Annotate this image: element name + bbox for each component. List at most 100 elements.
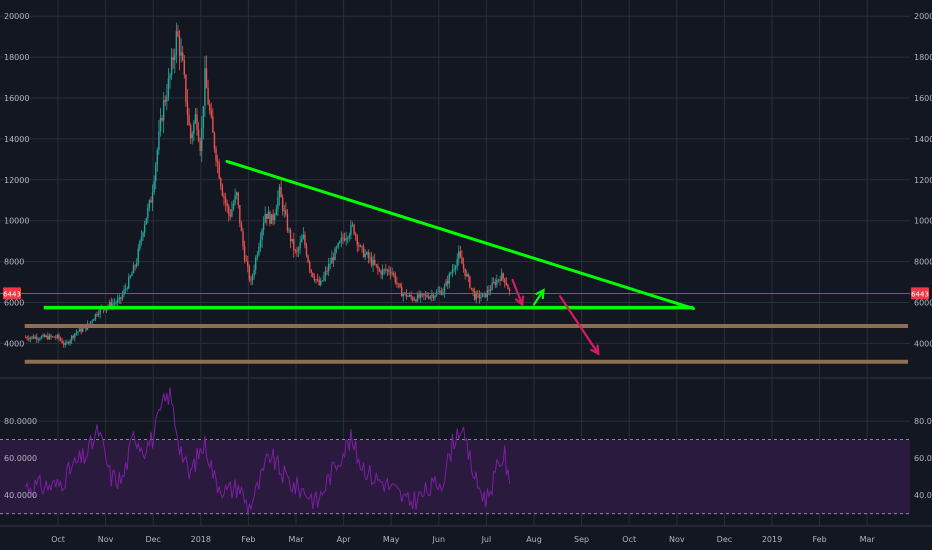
- candle-body: [161, 117, 163, 121]
- candle-body: [148, 200, 151, 208]
- candle-body: [24, 337, 27, 339]
- candle-body: [123, 289, 125, 295]
- candle-body: [40, 336, 43, 339]
- candle-body: [112, 303, 114, 307]
- candle-body: [215, 148, 217, 161]
- candle-body: [443, 286, 446, 293]
- candle-body: [496, 279, 498, 285]
- candle-body: [324, 270, 327, 276]
- candle-body: [283, 210, 285, 211]
- candle-body: [302, 234, 304, 239]
- candle-body: [67, 342, 70, 344]
- candle-body: [415, 299, 417, 302]
- x-tick-label: Sep: [574, 535, 589, 544]
- candle-body: [199, 141, 201, 151]
- candle-body: [69, 340, 71, 344]
- y-tick-label-right: 14000: [914, 135, 932, 144]
- candle-body: [253, 269, 255, 276]
- candle-body: [128, 277, 130, 289]
- candle-body: [491, 282, 493, 290]
- arrow-shaft: [511, 278, 524, 306]
- candle-body: [274, 215, 276, 221]
- candle-body: [299, 242, 301, 249]
- candle-body: [446, 281, 449, 284]
- candle-body: [373, 259, 376, 265]
- candle-body: [505, 282, 508, 285]
- candle-body: [416, 294, 419, 302]
- y-tick-label-right: 16000: [914, 94, 932, 103]
- candle-body: [391, 272, 393, 274]
- candle-body: [429, 296, 431, 299]
- x-tick-label: Feb: [241, 535, 255, 544]
- candle-body: [208, 104, 211, 111]
- x-tick-label: Dec: [717, 535, 732, 544]
- candle-body: [213, 132, 216, 149]
- candle-body: [178, 35, 181, 56]
- x-tick-label: May: [383, 535, 400, 544]
- candle-body: [104, 309, 106, 311]
- candle-body: [186, 101, 189, 115]
- candle-body: [115, 302, 117, 304]
- candle-body: [175, 31, 178, 55]
- candle-body: [431, 294, 433, 297]
- candle-body: [448, 274, 450, 284]
- x-tick-label: Aug: [526, 535, 542, 544]
- candle-body: [347, 237, 349, 239]
- candle-body: [202, 106, 205, 128]
- candle-body: [502, 273, 504, 279]
- x-tick-label: Oct: [51, 535, 65, 544]
- candle-body: [318, 279, 320, 286]
- x-tick-label: Nov: [669, 535, 685, 544]
- candle-body: [153, 181, 155, 192]
- candle-body: [356, 235, 358, 245]
- y-tick-label-right: 20000: [914, 12, 932, 21]
- candle-body: [481, 293, 484, 297]
- candle-body: [393, 272, 395, 275]
- candle-body: [289, 230, 292, 242]
- candle-body: [240, 223, 243, 232]
- candle-body: [277, 196, 279, 210]
- annotations: 6443 6443: [0, 159, 929, 364]
- candle-body: [470, 287, 473, 289]
- candle-body: [155, 164, 157, 182]
- candle-body: [386, 269, 389, 271]
- candle-body: [389, 271, 392, 274]
- candle-body: [264, 213, 266, 223]
- x-tick-label: Apr: [337, 535, 352, 544]
- candle-body: [61, 340, 63, 344]
- y-tick-label-right: 4000: [914, 339, 932, 348]
- candle-body: [488, 290, 490, 292]
- candle-body: [329, 263, 331, 265]
- candle-body: [434, 295, 436, 299]
- candle-body: [129, 276, 132, 278]
- candle-body: [182, 52, 184, 61]
- candle-body: [29, 337, 32, 340]
- candle-body: [235, 192, 238, 196]
- candle-body: [421, 293, 423, 295]
- axes: Oct Nov Dec 2018 Feb Mar Apr May Jun Jul Aug Sep Oct…: [4, 12, 932, 544]
- x-tick-label: 2018: [191, 535, 211, 544]
- candle-body: [424, 294, 427, 296]
- candle-body: [245, 260, 247, 262]
- candle-body: [381, 269, 384, 275]
- candle-body: [427, 296, 430, 299]
- candle-body: [167, 78, 170, 97]
- candle-body: [205, 68, 208, 89]
- candle-body: [437, 291, 439, 293]
- candle-body: [256, 254, 258, 258]
- candle-body: [337, 243, 339, 248]
- candle-body: [375, 264, 377, 266]
- x-tick-label: Mar: [860, 535, 876, 544]
- candle-body: [188, 114, 190, 126]
- x-tick-label: Jul: [481, 535, 492, 544]
- candle-body: [212, 116, 214, 133]
- candle-body: [66, 342, 68, 344]
- candle-body: [420, 293, 422, 298]
- candle-body: [158, 131, 160, 151]
- candle-body: [399, 283, 401, 288]
- candle-body: [194, 114, 197, 123]
- candle-body: [362, 246, 365, 258]
- candle-body: [36, 336, 38, 340]
- candle-body: [232, 203, 235, 210]
- candle-body: [504, 278, 506, 283]
